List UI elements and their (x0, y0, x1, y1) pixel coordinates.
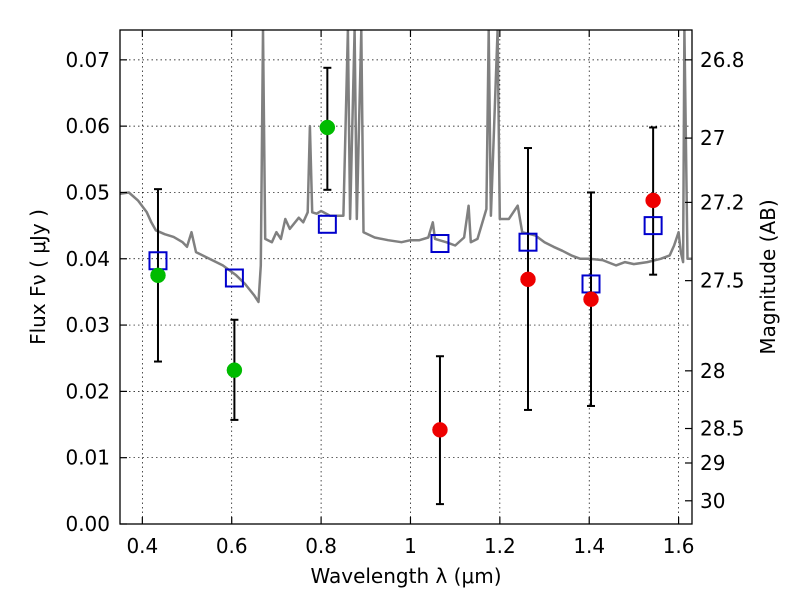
x-tick-label: 1.6 (663, 534, 695, 558)
model-spectrum-line (120, 30, 692, 304)
y2-tick-label: 28.5 (700, 417, 745, 441)
model-photometry-point (643, 216, 663, 236)
y2-tick-label: 27.2 (700, 190, 745, 214)
y-tick-label: 0.00 (65, 512, 110, 536)
x-tick-label: 0.8 (305, 534, 337, 558)
grid-lines (120, 30, 692, 525)
y-tick-label: 0.02 (65, 379, 110, 403)
y-tick-label: 0.03 (65, 313, 110, 337)
plot-area (120, 30, 692, 506)
observed-point (520, 271, 536, 288)
axes: 0.4 0.6 0.8 1 1.2 1.4 1.6 0.00 0.01 0.02 0.03 0.04 0… (65, 30, 745, 558)
plot-frame (119, 29, 693, 525)
observed-point (319, 119, 336, 136)
y2-tick-label: 28 (700, 359, 725, 383)
y-tick-label: 0.07 (65, 48, 110, 72)
x-tick-label: 0.6 (216, 534, 248, 558)
observed-point (583, 291, 599, 307)
model-photometry-point (224, 268, 244, 288)
y2-axis-label: Magnitude (AB) (756, 199, 780, 354)
y-tick-label: 0.01 (65, 446, 110, 470)
y2-tick-label: 30 (700, 489, 725, 513)
y-axis-label: Flux Fν ( μJy ) (26, 209, 50, 345)
model-photometry-point (317, 214, 337, 234)
observed-point (432, 422, 448, 438)
observed-point (150, 267, 166, 284)
x-tick-label: 1 (404, 534, 417, 558)
y2-tick-label: 27 (700, 126, 725, 150)
x-tick-label: 1.2 (484, 534, 516, 558)
y2-tick-label: 26.8 (700, 48, 745, 72)
observed-point (226, 362, 243, 378)
x-axis-label: Wavelength λ (μm) (310, 564, 501, 588)
x-tick-label: 1.4 (573, 534, 605, 558)
y2-tick-label: 27.5 (700, 269, 745, 293)
x-tick-label: 0.4 (126, 534, 158, 558)
model-photometry-point (430, 234, 450, 254)
y-tick-label: 0.04 (65, 247, 110, 271)
observed-point (645, 192, 661, 209)
y2-tick-label: 29 (700, 451, 725, 475)
model-photometry-point (518, 232, 538, 252)
y-tick-label: 0.06 (65, 114, 110, 138)
y-tick-label: 0.05 (65, 180, 110, 204)
